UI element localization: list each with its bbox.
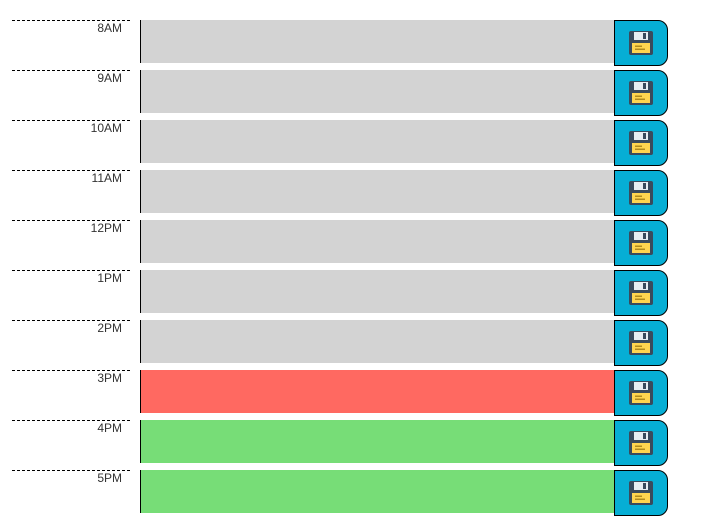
event-textarea[interactable] [140, 220, 615, 263]
floppy-disk-icon [629, 81, 653, 105]
hour-label: 9AM [12, 70, 130, 114]
hour-label: 12PM [12, 220, 130, 264]
event-textarea[interactable] [140, 470, 615, 513]
hour-label: 5PM [12, 470, 130, 514]
time-block-row: 8AM [0, 20, 720, 70]
floppy-disk-icon [629, 481, 653, 505]
event-textarea[interactable] [140, 370, 615, 413]
time-block-row: 9AM [0, 70, 720, 120]
save-button[interactable] [614, 470, 668, 516]
time-block-row: 11AM [0, 170, 720, 220]
hour-label: 11AM [12, 170, 130, 214]
time-block-row: 12PM [0, 220, 720, 270]
event-textarea[interactable] [140, 270, 615, 313]
save-button[interactable] [614, 170, 668, 216]
time-block-row: 4PM [0, 420, 720, 470]
save-button[interactable] [614, 70, 668, 116]
save-button[interactable] [614, 420, 668, 466]
save-button[interactable] [614, 370, 668, 416]
save-button[interactable] [614, 220, 668, 266]
floppy-disk-icon [629, 181, 653, 205]
save-button[interactable] [614, 120, 668, 166]
floppy-disk-icon [629, 431, 653, 455]
event-textarea[interactable] [140, 420, 615, 463]
event-textarea[interactable] [140, 120, 615, 163]
time-block-row: 5PM [0, 470, 720, 520]
hour-label: 1PM [12, 270, 130, 314]
save-button[interactable] [614, 20, 668, 66]
save-button[interactable] [614, 320, 668, 366]
floppy-disk-icon [629, 231, 653, 255]
time-block-row: 3PM [0, 370, 720, 420]
hour-label: 4PM [12, 420, 130, 464]
save-button[interactable] [614, 270, 668, 316]
time-block-row: 10AM [0, 120, 720, 170]
floppy-disk-icon [629, 31, 653, 55]
event-textarea[interactable] [140, 170, 615, 213]
time-block-row: 1PM [0, 270, 720, 320]
floppy-disk-icon [629, 381, 653, 405]
event-textarea[interactable] [140, 70, 615, 113]
event-textarea[interactable] [140, 320, 615, 363]
floppy-disk-icon [629, 331, 653, 355]
hour-label: 10AM [12, 120, 130, 164]
hour-label: 8AM [12, 20, 130, 64]
hour-label: 3PM [12, 370, 130, 414]
hour-label: 2PM [12, 320, 130, 364]
floppy-disk-icon [629, 131, 653, 155]
time-block-row: 2PM [0, 320, 720, 370]
floppy-disk-icon [629, 281, 653, 305]
event-textarea[interactable] [140, 20, 615, 63]
